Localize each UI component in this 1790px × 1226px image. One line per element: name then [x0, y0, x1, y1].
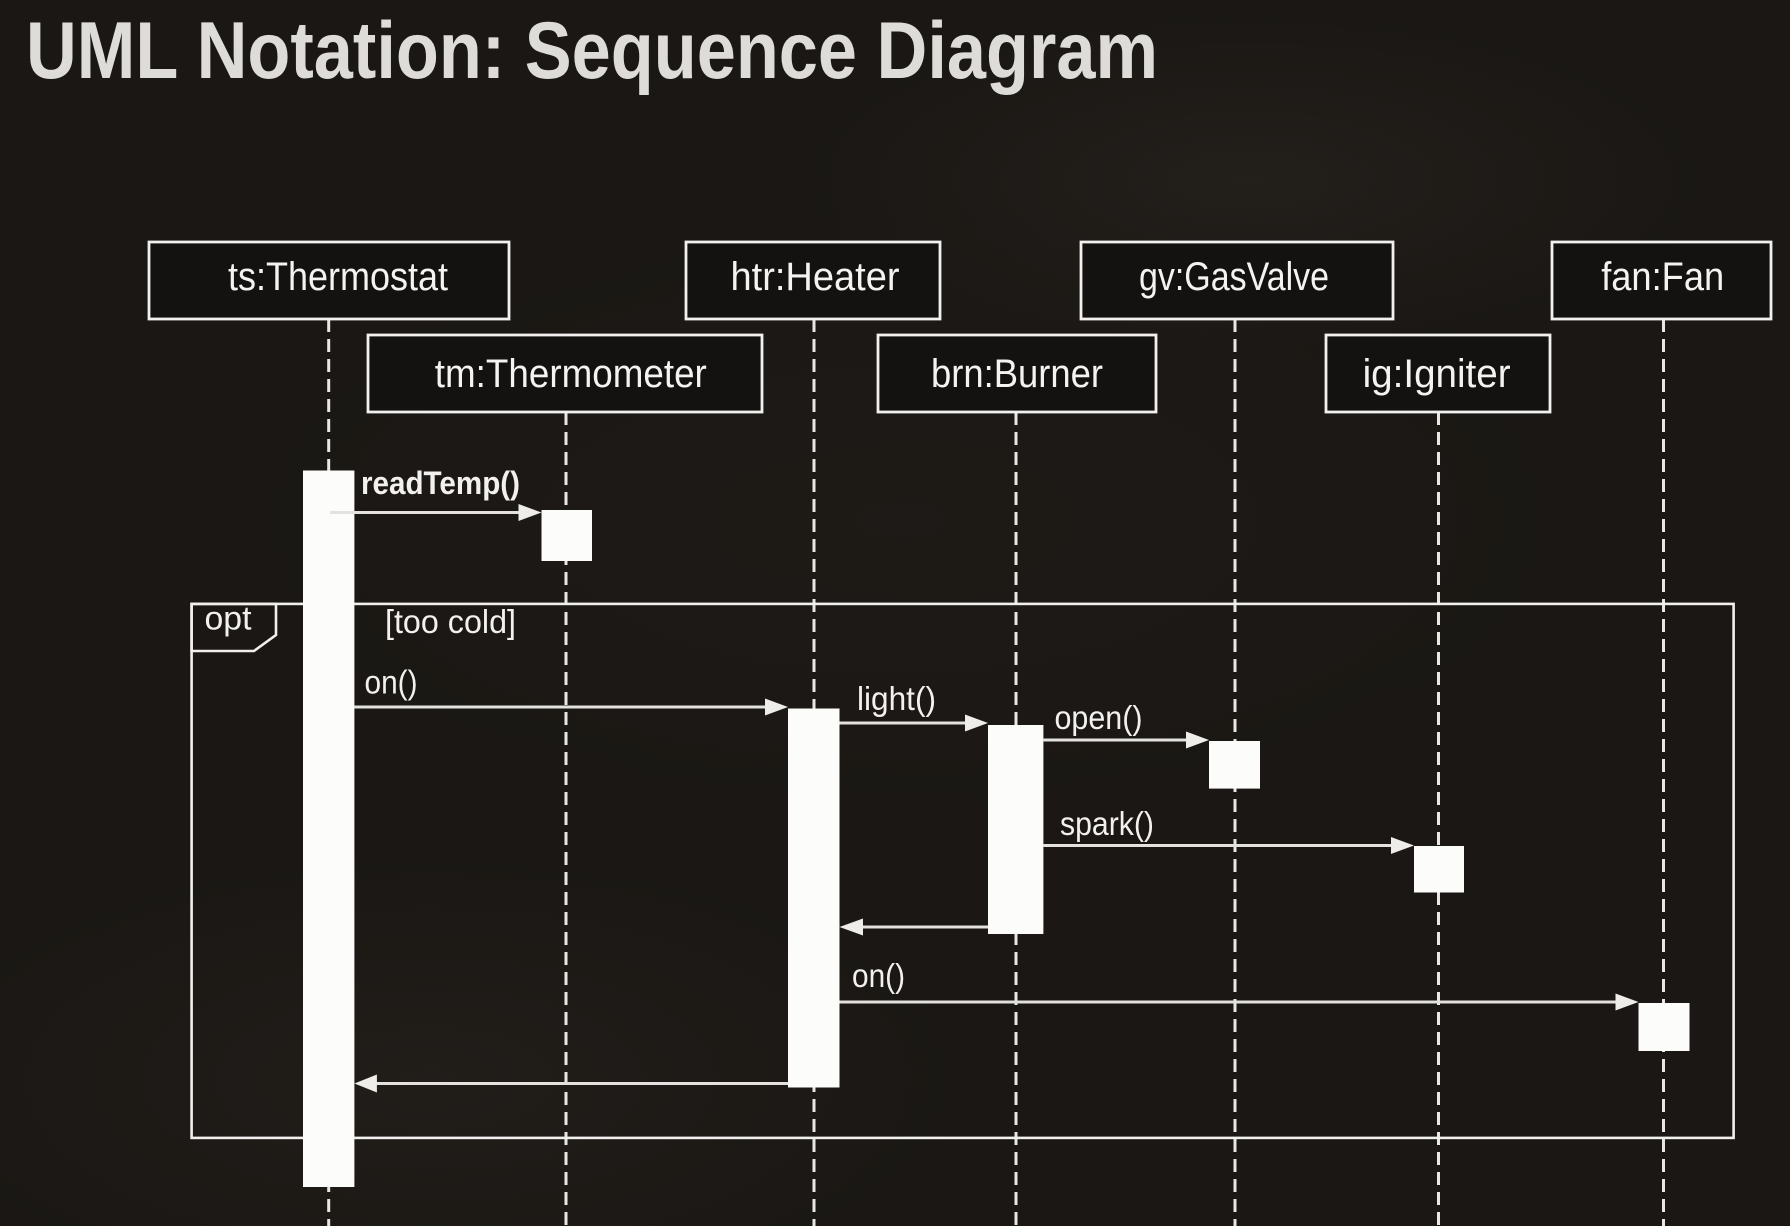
svg-text:fan:Fan: fan:Fan	[1601, 255, 1724, 299]
svg-text:[too cold]: [too cold]	[385, 603, 516, 640]
svg-text:on(): on()	[852, 957, 905, 994]
svg-text:UML Notation: Sequence Diagram: UML Notation: Sequence Diagram	[26, 6, 1158, 96]
svg-text:htr:Heater: htr:Heater	[731, 255, 900, 299]
svg-text:gv:GasValve: gv:GasValve	[1139, 255, 1329, 299]
svg-text:brn:Burner: brn:Burner	[931, 352, 1103, 396]
svg-text:spark(): spark()	[1060, 805, 1154, 842]
svg-text:tm:Thermometer: tm:Thermometer	[435, 352, 707, 396]
svg-text:ig:Igniter: ig:Igniter	[1363, 352, 1511, 396]
svg-text:light(): light()	[857, 680, 936, 717]
svg-text:opt: opt	[205, 600, 252, 637]
svg-text:readTemp(): readTemp()	[361, 465, 520, 501]
svg-text:on(): on()	[365, 664, 418, 701]
svg-text:open(): open()	[1055, 699, 1143, 736]
svg-text:ts:Thermostat: ts:Thermostat	[228, 255, 448, 299]
